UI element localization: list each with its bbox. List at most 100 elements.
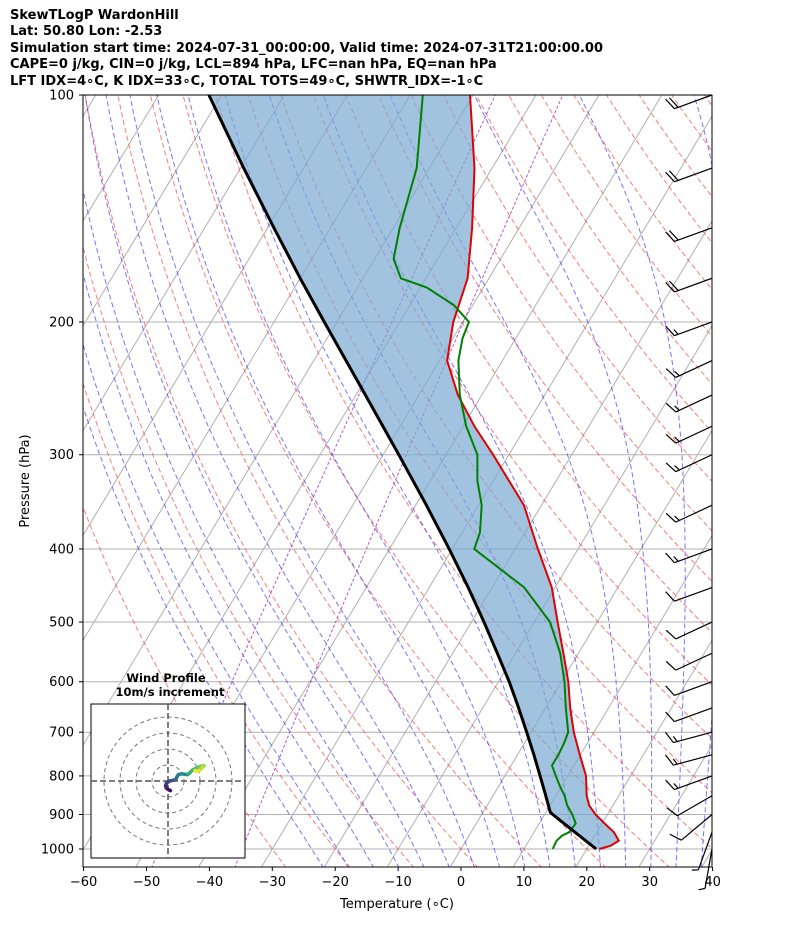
dry-adiabat-line — [84, 95, 479, 867]
mixing-ratio-line — [151, 95, 496, 867]
hodograph-title: Wind Profile — [126, 671, 206, 685]
wind-barb-flag — [664, 731, 674, 743]
cape-shading — [208, 95, 619, 849]
wind-barb-flag — [665, 779, 675, 791]
wind-barb-staff — [675, 394, 713, 413]
x-tick-label: 20 — [579, 875, 596, 890]
index-line: LFT IDX=4∘C, K IDX=33∘C, TOTAL TOTS=49∘C… — [10, 73, 484, 89]
x-tick-label: −60 — [70, 875, 97, 890]
moist-adiabat-line — [83, 405, 324, 867]
wind-barb-staff — [697, 831, 713, 870]
y-tick-label: 300 — [49, 448, 74, 463]
wind-barb-flag — [665, 685, 675, 696]
wind-barb-staff — [674, 94, 713, 110]
wind-barb — [664, 754, 713, 766]
plot-frame — [82, 94, 713, 868]
wind-barb — [665, 94, 713, 110]
wind-barb — [664, 731, 713, 744]
location-line: Lat: 50.80 Lon: -2.53 — [10, 24, 163, 40]
wind-barb-flag — [665, 98, 675, 110]
wind-barb — [665, 621, 713, 640]
wind-barb-half-flag — [673, 556, 679, 562]
wind-barb-half-flag — [674, 436, 680, 442]
wind-barb-staff — [674, 775, 713, 791]
isotherm-line — [638, 744, 712, 867]
isotherm-line — [323, 220, 712, 867]
wind-barb-staff — [674, 167, 713, 183]
dry-adiabat-line — [377, 95, 712, 583]
moist-adiabat-line — [156, 95, 501, 867]
x-tick-label: 0 — [457, 875, 465, 890]
dry-adiabat-line — [573, 95, 712, 291]
wind-barb-half-flag — [672, 736, 678, 742]
wind-barb-flag — [664, 754, 674, 766]
wind-barb-half-flag — [674, 465, 680, 471]
wind-barb — [665, 586, 713, 602]
wind-barb-staff — [675, 652, 713, 671]
wind-barb-flag — [665, 512, 677, 523]
wind-barb — [665, 167, 713, 183]
wind-barb — [665, 360, 713, 378]
wind-barb-half-flag — [673, 783, 679, 789]
wind-barb-staff — [674, 681, 713, 696]
dry-adiabat-line — [182, 95, 670, 867]
wind-barb — [665, 321, 713, 337]
wind-barb-staff — [674, 548, 713, 564]
y-tick-label: 100 — [49, 89, 74, 104]
wind-barb — [691, 831, 713, 871]
wind-barb — [665, 227, 713, 243]
moist-adiabat-line — [322, 95, 601, 867]
x-tick-label: −20 — [321, 875, 348, 890]
wind-barb-flag — [665, 462, 677, 473]
x-tick-label: 40 — [704, 875, 721, 890]
y-tick-label: 800 — [49, 769, 74, 784]
chart-header: SkewTLogP WardonHill Lat: 50.80 Lon: -2.… — [10, 8, 603, 90]
moist-adiabat-line — [83, 187, 400, 867]
wind-barb-flag — [669, 833, 682, 841]
wind-barb-flag — [665, 281, 675, 293]
wind-barb-flag — [665, 591, 675, 602]
wind-barb-staff — [674, 277, 713, 293]
x-axis-ticks: −60 −50 −40 −30 −20 −10 0 10 20 30 40 — [70, 867, 721, 890]
moist-adiabat-line — [83, 271, 375, 867]
y-tick-label: 200 — [49, 315, 74, 330]
wind-barb — [665, 652, 713, 671]
wind-barb-staff — [675, 425, 713, 444]
wind-barb-staff — [673, 754, 713, 766]
moist-adiabat-line — [578, 95, 686, 867]
dry-adiabat-line — [117, 95, 542, 867]
wind-barb — [665, 548, 713, 564]
mixing-ratio-line — [234, 95, 564, 867]
wind-barb — [665, 707, 713, 723]
y-tick-label: 400 — [49, 542, 74, 557]
y-tick-label: 700 — [49, 726, 74, 741]
x-tick-label: 10 — [516, 875, 533, 890]
isotherm-line — [83, 95, 285, 432]
wind-barb-half-flag — [674, 370, 680, 377]
moist-adiabat-line — [187, 95, 526, 867]
moist-adiabat-line — [84, 95, 425, 867]
y-tick-label: 600 — [49, 675, 74, 690]
wind-barb — [665, 425, 713, 444]
dry-adiabat-line — [83, 505, 287, 867]
isotherm-line — [83, 95, 97, 118]
wind-barb — [698, 848, 713, 891]
wind-barb-flag — [668, 230, 679, 241]
wind-barb-flag — [668, 280, 679, 291]
wind-barb-staff — [675, 360, 713, 378]
wind-barb-flag — [665, 433, 677, 444]
hodograph-content — [91, 704, 245, 858]
wind-barb-staff — [674, 586, 713, 602]
time-line: Simulation start time: 2024-07-31_00:00:… — [10, 40, 603, 56]
hodograph-subtitle: 10m/s increment — [116, 685, 225, 699]
wind-barb-half-flag — [672, 758, 678, 765]
wind-barb-half-flag — [673, 329, 679, 335]
dry-adiabat-line — [443, 95, 712, 482]
moist-adiabat-line — [389, 95, 627, 867]
x-tick-label: −50 — [133, 875, 160, 890]
wind-barb-staff — [675, 621, 713, 640]
moist-adiabat-line — [83, 342, 349, 867]
moist-adiabat-line — [129, 95, 475, 867]
y-tick-label: 900 — [49, 808, 74, 823]
